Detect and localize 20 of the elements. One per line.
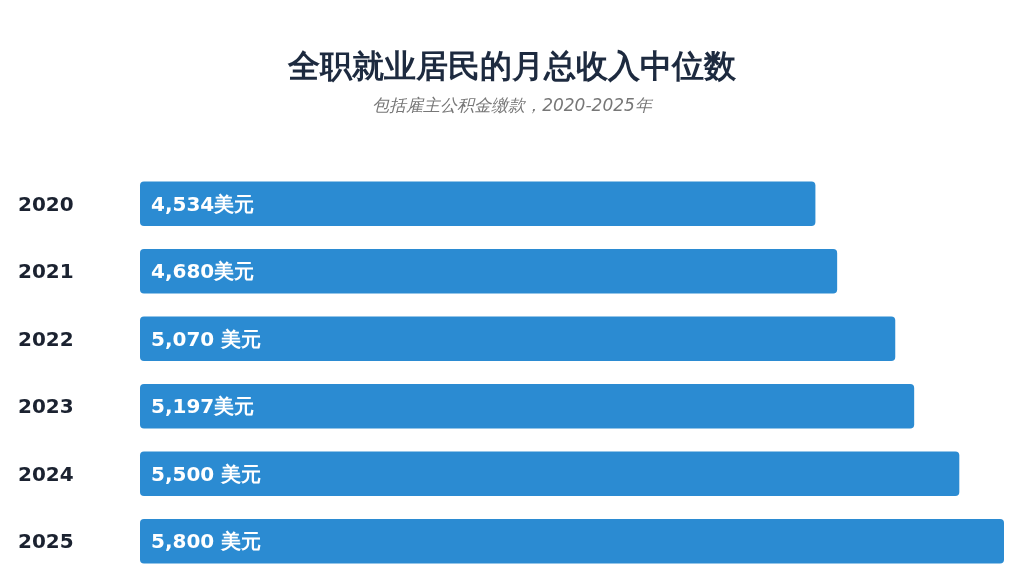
bar bbox=[140, 451, 960, 497]
bar bbox=[140, 383, 915, 429]
data-label: 5,197美元 bbox=[151, 394, 255, 419]
bar bbox=[140, 248, 838, 294]
data-label: 5,070 美元 bbox=[151, 326, 262, 351]
y-tick-label: 2020 bbox=[18, 191, 74, 216]
bar bbox=[140, 518, 1004, 564]
data-label: 4,680美元 bbox=[151, 259, 255, 284]
data-label: 5,800 美元 bbox=[151, 529, 262, 554]
chart-subtitle: 包括雇主公积金缴款，2020-2025年 bbox=[372, 94, 654, 115]
y-tick-label: 2024 bbox=[18, 461, 74, 486]
y-tick-label: 2022 bbox=[18, 326, 74, 351]
y-tick-label: 2021 bbox=[18, 259, 74, 284]
data-label: 5,500 美元 bbox=[151, 461, 262, 486]
chart-title: 全职就业居民的月总收入中位数 bbox=[287, 47, 737, 85]
data-label: 4,534美元 bbox=[151, 191, 255, 216]
bar bbox=[140, 316, 896, 362]
y-tick-label: 2023 bbox=[18, 394, 74, 419]
bar bbox=[140, 181, 816, 227]
y-tick-label: 2025 bbox=[18, 529, 74, 554]
